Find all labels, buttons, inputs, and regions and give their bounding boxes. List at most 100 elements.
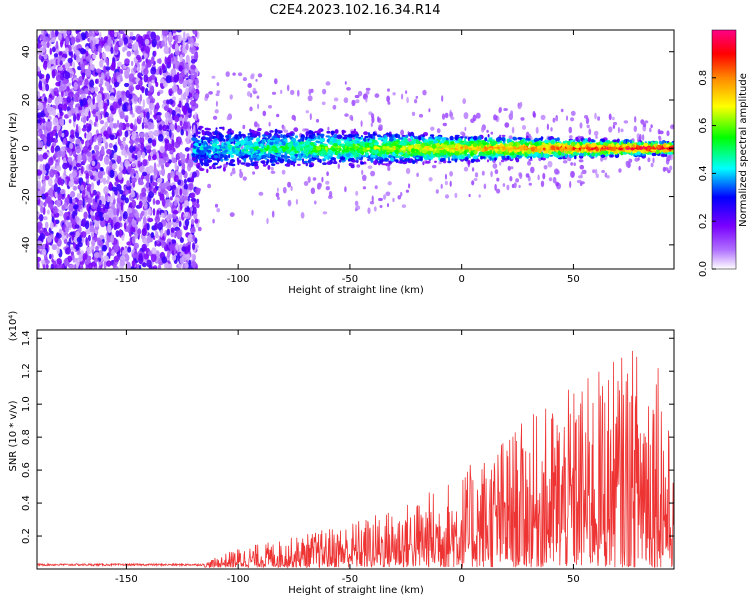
heatmap-cell	[79, 99, 83, 107]
heatmap-cell	[148, 154, 151, 161]
heatmap-cell	[158, 257, 162, 266]
heatmap-cell	[225, 161, 229, 165]
heatmap-cell	[56, 232, 60, 237]
heatmap-cell	[179, 188, 182, 196]
heatmap-cell	[257, 73, 263, 78]
heatmap-cell	[175, 187, 179, 196]
heatmap-cell	[37, 131, 40, 136]
heatmap-cell	[64, 71, 71, 80]
heatmap-cell	[77, 199, 83, 206]
heatmap-cell	[134, 230, 139, 239]
heatmap-cell	[189, 206, 194, 212]
heatmap-cell	[258, 191, 264, 196]
heatmap-cell	[149, 85, 154, 93]
heatmap-cell	[570, 162, 574, 166]
heatmap-cell	[135, 84, 141, 91]
heatmap-cell	[47, 177, 53, 187]
heatmap-cell	[42, 41, 47, 46]
heatmap-cell	[180, 129, 184, 136]
heatmap-cell	[361, 169, 364, 175]
heatmap-cell	[120, 145, 124, 150]
heatmap-cell	[597, 116, 601, 121]
heatmap-cell	[528, 158, 533, 162]
heatmap-cell	[172, 210, 179, 215]
heatmap-cell	[168, 144, 175, 151]
heatmap-cell	[61, 264, 65, 269]
heatmap-cell	[372, 131, 376, 136]
heatmap-cell	[181, 37, 187, 42]
heatmap-cell	[72, 198, 76, 204]
heatmap-cell	[179, 54, 183, 62]
heatmap-cell	[82, 97, 88, 106]
heatmap-cell	[166, 263, 172, 269]
heatmap-cell	[347, 134, 352, 138]
heatmap-cell	[141, 187, 146, 194]
heatmap-cell	[196, 198, 200, 204]
heatmap-cell	[282, 186, 287, 194]
heatmap-cell	[44, 192, 49, 197]
heatmap-cell	[595, 168, 598, 175]
heatmap-cell	[53, 260, 57, 266]
heatmap-cell	[98, 154, 103, 162]
heatmap-cell	[308, 164, 313, 168]
heatmap-cell	[157, 221, 163, 231]
heatmap-cell	[172, 30, 177, 34]
heatmap-cell	[327, 155, 330, 161]
heatmap-cell	[74, 224, 80, 229]
heatmap-cell	[141, 122, 145, 130]
heatmap-cell	[166, 56, 172, 65]
heatmap-cell	[194, 218, 199, 224]
heatmap-cell	[81, 139, 84, 145]
heatmap-cell	[97, 45, 102, 54]
heatmap-cell	[67, 221, 73, 229]
heatmap-cell	[37, 90, 41, 99]
heatmap-cell	[148, 190, 155, 199]
heatmap-cell	[232, 72, 236, 76]
heatmap-cell	[428, 108, 431, 113]
heatmap-cell	[179, 237, 184, 244]
heatmap-cell	[69, 231, 76, 236]
heatmap-cell	[85, 50, 89, 57]
heatmap-cell	[501, 134, 506, 137]
heatmap-cell	[121, 94, 125, 102]
heatmap-cell	[131, 177, 137, 183]
heatmap-cell	[145, 64, 149, 70]
heatmap-cell	[499, 161, 502, 166]
heatmap-cell	[169, 196, 173, 201]
heatmap-cell	[63, 138, 67, 145]
heatmap-cell	[493, 114, 497, 121]
heatmap-cell	[39, 34, 44, 40]
heatmap-cell	[547, 160, 553, 168]
heatmap-cell	[75, 138, 81, 145]
heatmap-cell	[250, 73, 255, 77]
heatmap-cell	[50, 37, 56, 43]
heatmap-cell	[78, 126, 81, 135]
heatmap-cell	[75, 244, 80, 251]
heatmap-cell	[118, 37, 124, 47]
heatmap-cell	[315, 140, 321, 143]
heatmap-cell	[166, 213, 173, 220]
heatmap-cell	[321, 176, 324, 183]
heatmap-cell	[303, 181, 309, 186]
heatmap-cell	[164, 56, 168, 65]
heatmap-cell	[59, 107, 63, 114]
heatmap-cell	[87, 97, 92, 106]
heatmap-cell	[98, 252, 102, 259]
heatmap-cell	[40, 205, 44, 214]
heatmap-cell	[57, 57, 60, 66]
heatmap-cell	[44, 231, 50, 237]
heatmap-cell	[148, 95, 154, 100]
heatmap-cell	[667, 169, 671, 174]
heatmap-cell	[103, 65, 106, 74]
heatmap-cell	[564, 140, 568, 144]
heatmap-cell	[171, 157, 177, 164]
heatmap-cell	[37, 256, 42, 262]
heatmap-cell	[650, 124, 653, 129]
heatmap-cell	[286, 84, 290, 92]
heatmap-cell	[39, 163, 44, 171]
heatmap-cell	[51, 258, 54, 263]
heatmap-cell	[40, 169, 47, 175]
heatmap-cell	[314, 143, 317, 146]
heatmap-cell	[95, 68, 102, 73]
heatmap-cell	[47, 137, 51, 145]
